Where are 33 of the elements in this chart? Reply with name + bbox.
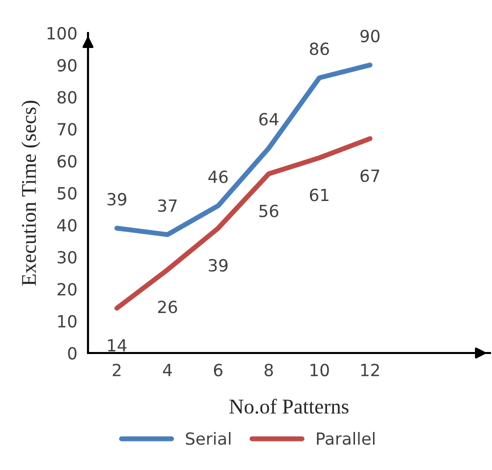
data-label: 86 — [310, 42, 329, 56]
data-label: 67 — [360, 169, 380, 182]
x-tick-label: 6 — [214, 364, 222, 376]
data-label: 61 — [310, 188, 328, 202]
y-tick-label: 80 — [58, 90, 76, 104]
data-label: 90 — [360, 30, 380, 42]
y-tick-label: 20 — [58, 282, 76, 296]
y-tick-label: 30 — [58, 250, 76, 264]
x-axis-title: No.of Patterns — [229, 398, 348, 414]
y-tick-label: 40 — [57, 218, 76, 232]
y-tick-label: 50 — [58, 186, 76, 200]
data-label: 56 — [259, 204, 278, 218]
y-tick-label: 90 — [57, 58, 76, 72]
x-tick-label: 12 — [361, 364, 379, 376]
x-tick-label: 4 — [163, 364, 172, 376]
data-label: 14 — [108, 339, 127, 352]
y-axis-title: Execution Time (secs) — [21, 100, 40, 286]
legend-label: Serial — [186, 432, 230, 445]
x-tick-label: 8 — [264, 364, 273, 376]
y-tick-label: 10 — [58, 314, 76, 328]
y-tick-label: 100 — [48, 26, 76, 40]
data-label: 64 — [259, 112, 278, 126]
legend-label: Parallel — [316, 432, 375, 445]
y-tick-label: 70 — [58, 122, 76, 136]
y-tick-label: 60 — [58, 154, 76, 168]
data-label: 39 — [108, 192, 126, 206]
y-tick-label: 0 — [68, 346, 76, 360]
data-label: 37 — [158, 199, 177, 212]
x-tick-label: 10 — [310, 364, 329, 376]
data-label: 46 — [208, 170, 228, 184]
x-tick-label: 2 — [112, 364, 120, 376]
data-label: 26 — [158, 300, 178, 314]
data-label: 39 — [208, 259, 228, 272]
